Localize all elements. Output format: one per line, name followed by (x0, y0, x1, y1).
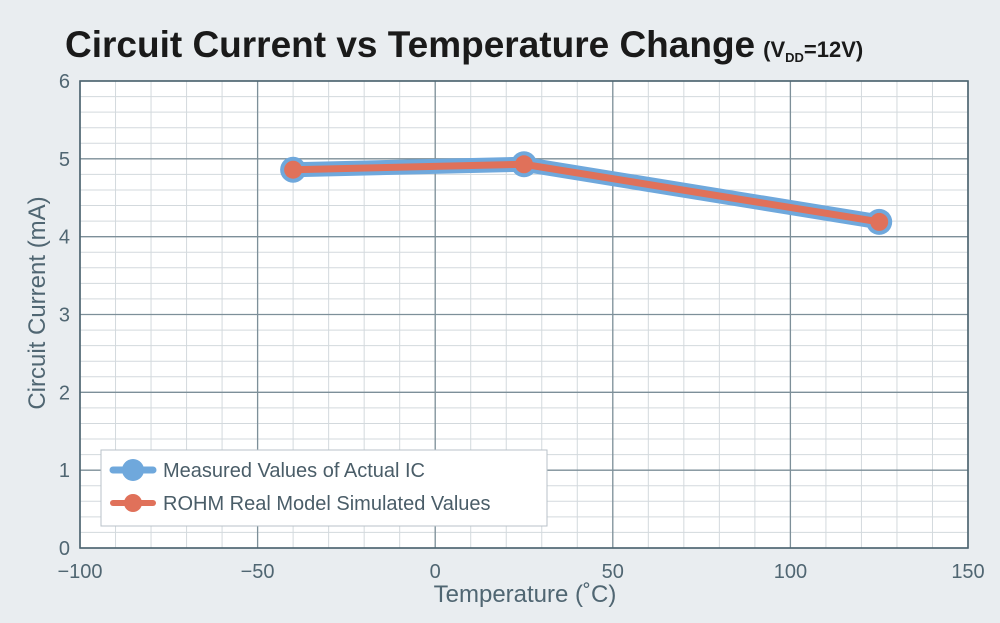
series-point-1 (870, 212, 889, 231)
chart-title-condition-value: =12V) (804, 37, 863, 62)
chart-title: Circuit Current vs Temperature Change (VD… (65, 24, 863, 65)
series-point-1 (515, 155, 533, 174)
axes (79, 80, 969, 549)
y-tick-label: 3 (59, 305, 70, 327)
chart-title-condition: (V (763, 37, 785, 62)
x-tick-labels: −100 −50 0 50 100 150 (57, 561, 984, 583)
legend-label-simulated: ROHM Real Model Simulated Values (163, 493, 491, 515)
x-tick-label: 150 (951, 561, 984, 583)
y-tick-label: 5 (59, 149, 70, 171)
chart-title-main: Circuit Current vs Temperature Change (65, 24, 755, 65)
x-axis-label: Temperature (˚C) (434, 581, 617, 608)
x-tick-label: 50 (602, 561, 624, 583)
x-tick-label: 100 (774, 561, 807, 583)
series-point-1 (284, 160, 303, 179)
legend-box (100, 449, 548, 527)
x-tick-label: −100 (57, 561, 102, 583)
series-layer (280, 151, 893, 235)
y-axis-label: Circuit Current (mA) (24, 196, 51, 409)
y-tick-label: 2 (59, 382, 70, 404)
y-tick-label: 0 (59, 538, 70, 560)
legend-label-measured: Measured Values of Actual IC (163, 460, 425, 482)
y-tick-labels: 0 1 2 3 4 5 6 (59, 71, 70, 560)
legend-swatch-marker-measured (122, 459, 144, 481)
plot-border (79, 80, 969, 549)
chart-title-condition-subscript: DD (785, 50, 804, 65)
y-tick-label: 6 (59, 71, 70, 93)
x-tick-label: −50 (241, 561, 275, 583)
legend: Measured Values of Actual IC ROHM Real M… (100, 449, 548, 527)
x-tick-label: 0 (430, 561, 441, 583)
y-tick-label: 1 (59, 460, 70, 482)
legend-swatch-marker-simulated (124, 494, 142, 512)
y-tick-label: 4 (59, 227, 70, 249)
